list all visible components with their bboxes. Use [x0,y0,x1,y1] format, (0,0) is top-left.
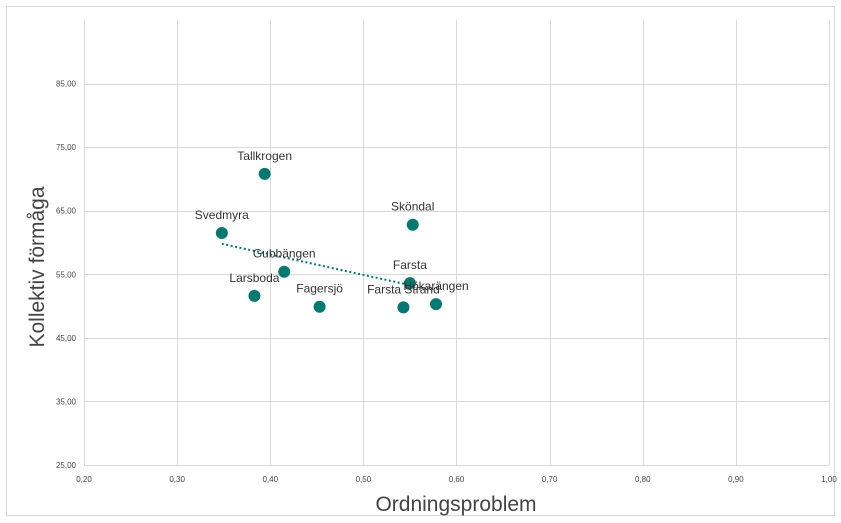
data-point-label: Larsboda [229,271,279,285]
y-tick-label: 35,00 [56,397,77,406]
y-tick-label: 75,00 [56,143,77,152]
linear-trendline [221,242,413,287]
data-point [397,301,410,314]
data-point [313,300,326,313]
data-point [430,298,443,311]
x-tick-label: 0,30 [169,475,185,484]
data-labels: Tallkrogen Sköndal Svedmyra Gubbängen Farsta… [195,149,469,297]
data-point [403,277,416,290]
x-tick-label: 0,20 [76,475,92,484]
data-point-label: Tallkrogen [237,149,292,163]
x-tick-label: 0,80 [635,475,651,484]
x-tick-label: 1,00 [821,475,837,484]
data-point-label: Sköndal [391,200,434,214]
x-axis-title: Ordningsproblem [375,493,536,516]
data-point [215,226,228,239]
data-point-label: Farsta Strand [367,282,440,296]
y-axis-title: Kollektiv förmåga [26,186,49,347]
x-tick-label: 0,70 [542,475,558,484]
y-tick-label: 25,00 [56,461,77,470]
x-tick-label: 0,90 [728,475,744,484]
trendline-layer [221,242,413,287]
y-tick-label: 65,00 [56,207,77,216]
y-tick-label: 55,00 [56,270,77,279]
x-tick-label: 0,50 [356,475,372,484]
data-point-label: Hökarängen [403,279,468,293]
data-point [258,167,271,180]
axis-tick-labels: 0,20 0,30 0,40 0,50 0,60 0,70 0,80 0,90 1,00 25,0… [56,80,837,484]
data-point [406,218,419,231]
data-points [215,167,443,314]
x-tick-label: 0,40 [262,475,278,484]
data-point-label: Farsta [393,258,427,272]
data-point-label: Fagersjö [296,282,343,296]
gridlines [84,20,830,466]
y-tick-label: 85,00 [56,80,77,89]
y-tick-label: 45,00 [56,334,77,343]
data-point [278,265,291,278]
x-tick-label: 0,60 [449,475,465,484]
data-point-label: Gubbängen [253,247,316,261]
data-point-label: Svedmyra [195,208,249,222]
chart-frame [6,6,835,516]
data-point [248,289,261,302]
